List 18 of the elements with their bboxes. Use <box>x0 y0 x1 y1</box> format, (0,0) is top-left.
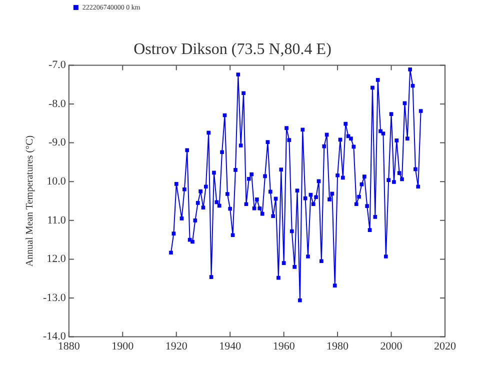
chart-title: Ostrov Dikson (73.5 N,80.4 E) <box>134 40 332 58</box>
x-tick-label: 1900 <box>112 340 134 352</box>
x-tick-label: 2000 <box>380 340 403 352</box>
y-axis-title: Annual Mean Temperatures (°C) <box>24 135 36 267</box>
x-tick-label: 1940 <box>219 340 242 352</box>
x-tick-label: 1920 <box>165 340 188 352</box>
y-tick-label: 11.0 <box>47 214 66 226</box>
y-tick-label: -8.0 <box>48 98 66 110</box>
x-tick-label: 2020 <box>434 340 456 352</box>
y-tick-label: -9.0 <box>48 136 66 149</box>
y-tick-label: -14.0 <box>42 330 66 343</box>
y-tick-label: -7.0 <box>48 59 66 72</box>
x-tick-label: 1960 <box>272 340 296 352</box>
y-tick-label: -13.0 <box>42 292 66 304</box>
x-tick-label: 1880 <box>58 340 80 352</box>
y-tick-label: 12.0 <box>46 253 66 266</box>
x-tick-label: 1980 <box>326 340 350 352</box>
y-tick-label: 10.0 <box>46 175 66 188</box>
